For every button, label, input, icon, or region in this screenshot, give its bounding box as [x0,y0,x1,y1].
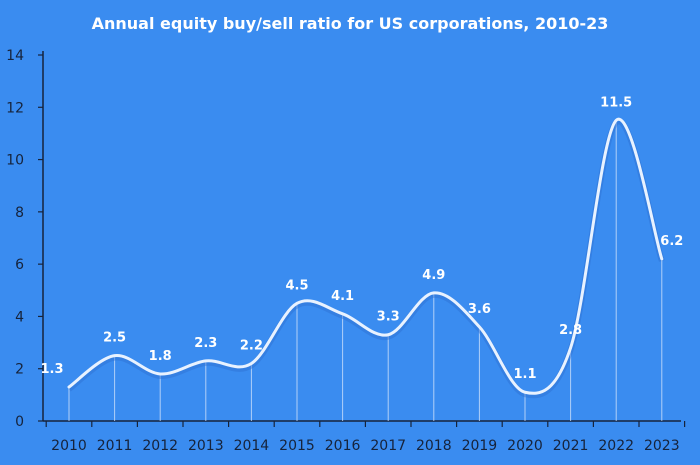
x-tick-label: 2013 [188,438,224,454]
y-tick-label: 0 [15,414,24,430]
data-label: 1.3 [40,362,63,377]
x-tick-label: 2014 [234,438,270,454]
x-tick-label: 2011 [97,438,133,454]
data-label: 3.3 [377,310,400,325]
x-tick-label: 2010 [51,438,87,454]
y-tick-label: 8 [15,205,24,221]
data-label: 11.5 [600,95,632,110]
y-tick-label: 6 [15,257,24,273]
data-label: 4.1 [331,289,354,304]
data-label: 1.1 [513,367,536,382]
y-tick-label: 10 [6,153,24,169]
data-label: 2.2 [240,338,263,353]
data-label: 4.5 [285,278,308,293]
x-tick-label: 2016 [325,438,361,454]
data-label: 6.2 [660,234,683,249]
chart-title: Annual equity buy/sell ratio for US corp… [91,14,609,33]
series-line [67,117,664,395]
x-tick-label: 2020 [507,438,543,454]
x-tick-label: 2019 [462,438,498,454]
y-tick-label: 4 [15,309,24,325]
y-tick-label: 14 [6,48,24,64]
y-tick-label: 2 [15,362,24,378]
x-tick-label: 2015 [279,438,315,454]
x-tick-label: 2018 [416,438,452,454]
data-label: 1.8 [149,349,172,364]
data-label: 2.3 [194,336,217,351]
x-tick-label: 2017 [370,438,406,454]
data-label: 2.8 [559,323,582,338]
data-label: 4.9 [422,268,445,283]
data-label: 2.5 [103,331,126,346]
x-tick-label: 2022 [598,438,634,454]
data-label: 3.6 [468,302,491,317]
x-tick-label: 2012 [142,438,178,454]
x-tick-label: 2021 [553,438,589,454]
x-tick-label: 2023 [644,438,680,454]
y-tick-label: 12 [6,100,24,116]
